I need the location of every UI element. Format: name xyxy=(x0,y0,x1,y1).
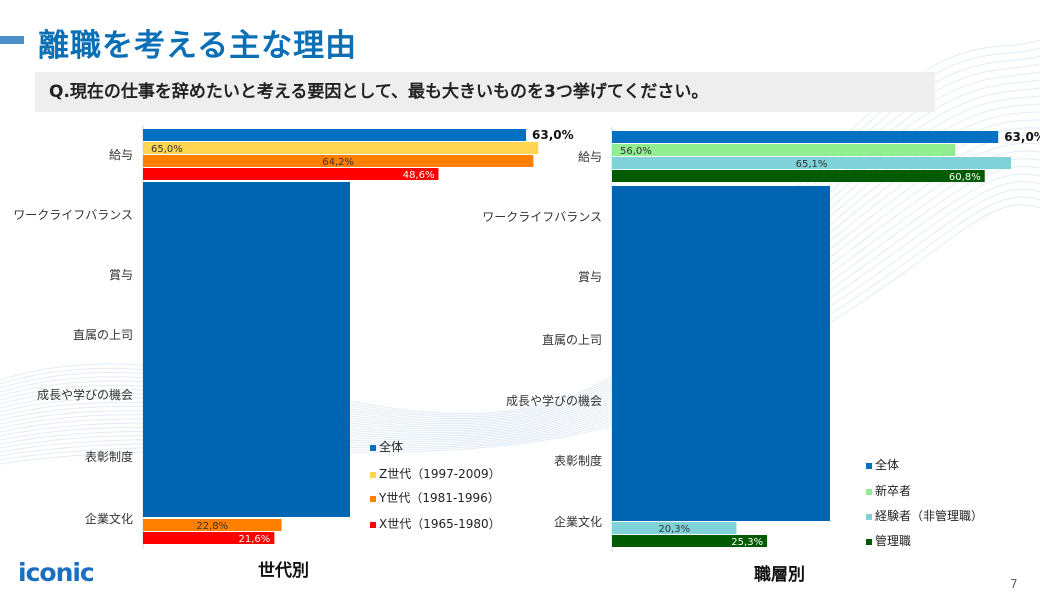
legend-label: Y世代（1981-1996） xyxy=(379,491,500,505)
bar xyxy=(143,142,539,154)
data-label: 48,6% xyxy=(403,170,435,181)
data-label: 63,0% xyxy=(1004,130,1040,144)
legend-label: 全体 xyxy=(875,458,900,472)
legend-item: 経験者（非管理職） xyxy=(866,507,983,524)
title-accent-bar xyxy=(0,36,24,44)
bar xyxy=(143,532,275,544)
bar xyxy=(612,157,1012,169)
page-title: 離職を考える主な理由 xyxy=(38,28,358,64)
chart-0: 給与 63,0% 65,0% 64,2% 48,6% ワークライフバランス賞与直属の上司成… xyxy=(13,125,574,549)
bar xyxy=(143,129,527,141)
legend-label: 経験者（非管理職） xyxy=(875,509,984,523)
legend-label: X世代（1965-1980） xyxy=(379,517,501,531)
bar xyxy=(612,144,956,156)
category-label: 直属の上司 xyxy=(542,333,602,347)
chart-title-generation: 世代別 xyxy=(258,561,309,581)
legend-item: 全体 xyxy=(866,456,899,473)
survey-question: Q.現在の仕事を辞めたいと考える要因として、最も大きいものを3つ挙げてください。 xyxy=(35,72,935,112)
data-label: 63,0% xyxy=(532,128,574,142)
category-label: 企業文化 xyxy=(85,511,133,526)
data-label: 65,1% xyxy=(796,159,828,170)
legend-swatch xyxy=(866,538,872,545)
legend-item: 管理職 xyxy=(866,532,911,549)
category-label: 給与 xyxy=(578,150,602,164)
legend-item: Z世代（1997-2009） xyxy=(370,465,501,482)
iconic-logo: iconic xyxy=(18,558,95,587)
category-label: 企業文化 xyxy=(554,514,602,529)
legend-item: 新卒者 xyxy=(866,482,911,499)
bar xyxy=(143,519,282,531)
legend-item: X世代（1965-1980） xyxy=(370,515,501,532)
bar xyxy=(612,170,985,182)
category-label: 直属の上司 xyxy=(73,328,133,342)
overlay-block xyxy=(143,182,350,517)
legend-swatch xyxy=(370,471,376,478)
category-label: ワークライフバランス xyxy=(13,208,133,222)
legend-item: Y世代（1981-1996） xyxy=(370,489,500,506)
page-number: 7 xyxy=(1010,577,1018,591)
data-label: 65,0% xyxy=(151,144,183,155)
data-label: 22,8% xyxy=(196,521,228,532)
legend-swatch xyxy=(866,488,872,495)
bar xyxy=(143,155,534,167)
data-label: 60,8% xyxy=(949,172,981,183)
legend-item: 全体 xyxy=(370,438,403,455)
bar xyxy=(612,522,737,534)
category-label: 表彰制度 xyxy=(554,453,602,468)
legend-label: 新卒者 xyxy=(875,484,912,498)
category-label: 成長や学びの機会 xyxy=(506,393,602,408)
bar xyxy=(612,535,768,547)
bar xyxy=(143,168,439,180)
data-label: 25,3% xyxy=(731,537,763,548)
legend-swatch xyxy=(370,444,376,451)
data-label: 56,0% xyxy=(620,146,652,157)
legend-label: 全体 xyxy=(379,440,404,454)
legend-label: 管理職 xyxy=(875,534,912,548)
category-label: 賞与 xyxy=(109,268,133,282)
legend-label: Z世代（1997-2009） xyxy=(379,467,501,481)
category-label: 賞与 xyxy=(578,270,602,284)
overlay-block xyxy=(612,186,830,521)
category-label: 表彰制度 xyxy=(85,449,133,464)
category-label: 給与 xyxy=(109,148,133,162)
chart-title-position: 職層別 xyxy=(754,565,805,585)
category-label: ワークライフバランス xyxy=(482,210,602,224)
legend-swatch xyxy=(370,521,376,528)
chart-1: 給与 63,0% 56,0% 65,1% 60,8% ワークライフバランス賞与直属の上司成… xyxy=(482,127,1040,552)
data-label: 20,3% xyxy=(658,524,690,535)
category-label: 成長や学びの機会 xyxy=(37,387,133,402)
legend-swatch xyxy=(866,462,872,469)
bar xyxy=(612,131,999,143)
data-label: 21,6% xyxy=(239,534,271,545)
legend-swatch xyxy=(866,513,872,520)
legend-swatch xyxy=(370,495,376,502)
data-label: 64,2% xyxy=(322,157,354,168)
